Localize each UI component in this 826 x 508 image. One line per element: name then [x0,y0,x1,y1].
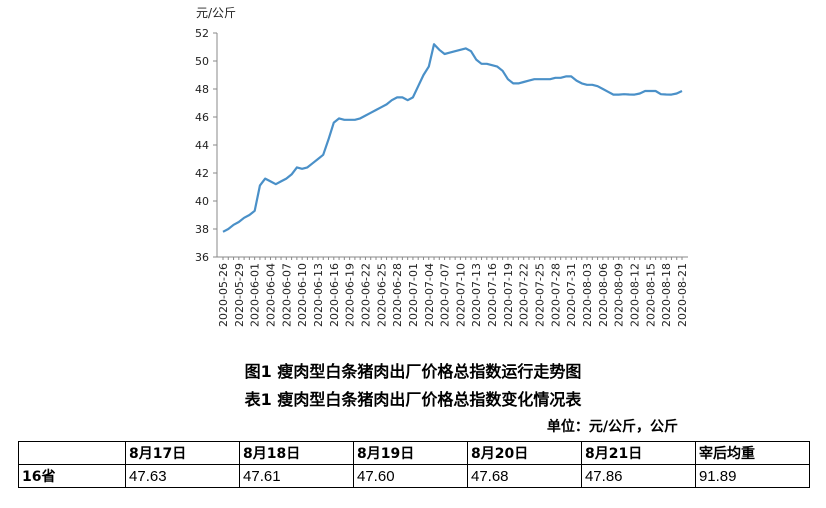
table-cell: 91.89 [694,464,811,488]
x-tick-label: 2020-08-06 [597,263,610,327]
table-cell: 47.63 [125,464,241,488]
table-header-row: 8月17日 8月18日 8月19日 8月20日 8月21日 宰后均重 [17,441,811,465]
x-tick-label: 2020-08-12 [629,263,642,327]
table-cell: 47.60 [353,464,468,488]
table-header-cell: 8月18日 [239,441,354,465]
x-tick-label: 2020-07-13 [470,263,483,327]
x-tick-label: 2020-08-03 [581,263,594,327]
x-tick-label: 2020-07-04 [423,263,436,327]
x-tick-label: 2020-06-16 [328,263,341,327]
x-tick-label: 2020-05-29 [233,263,246,327]
x-tick-label: 2020-07-10 [454,263,467,327]
price-index-chart: 元/公斤 36 38 40 42 44 46 48 50 52 2020-05-26 2020-05… [195,6,689,327]
x-tick-label: 2020-06-22 [359,263,372,327]
y-axis-unit-label: 元/公斤 [196,6,237,20]
x-tick-label: 2020-07-16 [486,263,499,327]
series-line [222,43,683,233]
x-tick-label: 2020-07-19 [502,263,515,327]
x-tick-label: 2020-06-19 [344,263,357,327]
x-tick-label: 2020-07-31 [565,263,578,327]
table-header-cell [17,441,127,465]
x-tick-label: 2020-05-26 [217,263,230,327]
x-tick-label: 2020-06-25 [375,263,388,327]
table-header-cell: 8月17日 [125,441,241,465]
x-tick-label: 2020-07-25 [534,263,547,327]
x-tick-label: 2020-07-22 [518,263,531,327]
x-tick-label: 2020-06-01 [249,263,262,327]
x-tick-label: 2020-07-01 [407,263,420,327]
y-tick-label: 42 [195,167,209,180]
y-tick-label: 48 [195,83,209,96]
table-cell: 47.61 [239,464,354,488]
x-tick-label: 2020-08-15 [644,263,657,327]
table-cell: 47.68 [466,464,582,488]
x-tick-label: 2020-08-18 [660,263,673,327]
x-tick-label: 2020-06-07 [280,263,293,327]
x-tick-label: 2020-07-28 [549,263,562,327]
table-header-cell: 宰后均重 [694,441,811,465]
table-unit-note: 单位：元/公斤，公斤 [546,419,678,435]
figure-caption: 图1 瘦肉型白条猪肉出厂价格总指数运行走势图 [244,362,582,381]
table-header-cell: 8月19日 [353,441,468,465]
y-tick-label: 36 [195,251,209,264]
table-header-cell: 8月21日 [580,441,696,465]
x-tick-label: 2020-06-04 [264,263,277,327]
table-cell: 47.86 [580,464,696,488]
x-tick-label: 2020-08-09 [613,263,626,327]
table-row-label: 16省 [17,464,127,488]
x-tick-label: 2020-06-13 [312,263,325,327]
table-caption: 表1 瘦肉型白条猪肉出厂价格总指数变化情况表 [244,390,582,409]
x-tick-label: 2020-06-10 [296,263,309,327]
table-header-cell: 8月20日 [466,441,582,465]
x-tick-label: 2020-06-28 [391,263,404,327]
x-tick-label: 2020-08-21 [676,263,689,327]
y-tick-label: 46 [195,111,209,124]
y-tick-label: 50 [195,55,209,68]
y-tick-label: 52 [195,27,209,40]
table-row: 16省 47.63 47.61 47.60 47.68 47.86 91.89 [17,464,811,488]
y-tick-label: 38 [195,223,209,236]
price-index-table: 8月17日 8月18日 8月19日 8月20日 8月21日 宰后均重 16省 4… [17,441,811,488]
y-tick-label: 44 [195,139,209,152]
y-tick-label: 40 [195,195,209,208]
x-tick-label: 2020-07-07 [439,263,452,327]
